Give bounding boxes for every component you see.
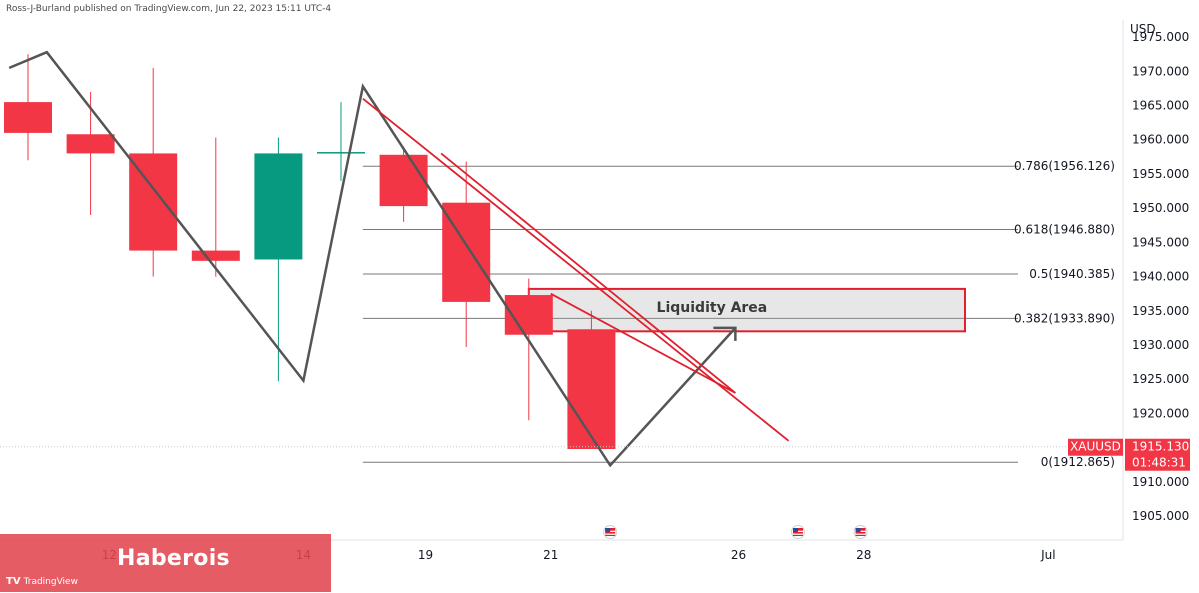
price-tick-label: 1930.000 [1132,338,1189,352]
tradingview-logo-icon: TV [6,576,21,587]
watermark-text: Haberois [117,546,230,571]
symbol-tag-box [1068,438,1123,456]
candle-body [379,154,428,207]
flag-canton [855,528,861,532]
price-tick-label: 1905.000 [1132,509,1189,523]
price-tick-label: 1935.000 [1132,304,1189,318]
candle-body [4,102,52,133]
liquidity-zone[interactable]: Liquidity Area [527,287,966,333]
price-tick-label: 1910.000 [1132,475,1189,489]
tradingview-logo-text: TradingView [23,576,78,587]
trendline [440,152,736,394]
trendline [550,292,736,394]
us-flag-icon [603,525,618,539]
candle-body [254,153,303,260]
candle-body [191,250,240,261]
price-tick-label: 1945.000 [1132,235,1189,249]
price-tick-label: 1940.000 [1132,270,1189,284]
price-axis[interactable]: USD1905.0001910.0001915.0001920.0001925.… [1130,22,1189,523]
event-markers [603,525,868,539]
us-flag-icon [853,525,868,539]
candle-body [567,329,616,449]
flag-canton [605,528,611,532]
time-tick-label: Jul [1040,548,1055,562]
time-tick-label: 21 [543,548,558,562]
candle-body [66,134,115,154]
flag-stripe-white [855,533,866,535]
current-price-label: 1915.130 [1132,440,1189,454]
watermark-banner: Haberois TV TradingView [0,534,331,592]
price-tag-box [1125,438,1190,471]
fib-level-label: 0.5(1940.385) [1029,267,1115,281]
zigzag-line [8,50,737,468]
publisher-credit: Ross-J-Burland published on TradingView.… [6,4,332,14]
price-tick-label: 1920.000 [1132,406,1189,420]
fib-level-label: 0.786(1956.126) [1014,159,1115,173]
price-tick-label: 1970.000 [1132,64,1189,78]
zigzag-arrowhead [713,326,737,341]
fib-level-label: 0.382(1933.890) [1014,311,1115,325]
price-tick-label: 1955.000 [1132,167,1189,181]
price-tick-label: 1975.000 [1132,30,1189,44]
symbol-tag-label: XAUUSD [1070,440,1121,454]
liquidity-zone-box [527,287,966,333]
fib-level-label: 0(1912.865) [1041,455,1115,469]
flag-stripe-white [605,533,616,535]
price-tick-label: 1960.000 [1132,133,1189,147]
candle-body [317,152,365,154]
time-tick-label: 26 [731,548,746,562]
flag-stripe-white [792,533,803,535]
price-tick-label: 1925.000 [1132,372,1189,386]
us-flag-icon [790,525,805,539]
zigzag-pattern[interactable] [8,50,737,468]
price-tick-label: 1950.000 [1132,201,1189,215]
symbol-price-tag: XAUUSD 1915.130 01:48:31 [0,438,1190,471]
liquidity-zone-label: Liquidity Area [657,300,768,316]
time-tick-label: 19 [418,548,433,562]
time-tick-label: 28 [856,548,871,562]
candle-countdown-label: 01:48:31 [1132,456,1186,470]
fib-level-label: 0.618(1946.880) [1014,223,1115,237]
flag-canton [792,528,798,532]
price-tick-label: 1965.000 [1132,99,1189,113]
tradingview-logo: TV TradingView [6,576,78,587]
price-axis-currency: USD [1130,22,1156,36]
trendlines[interactable] [362,97,790,442]
